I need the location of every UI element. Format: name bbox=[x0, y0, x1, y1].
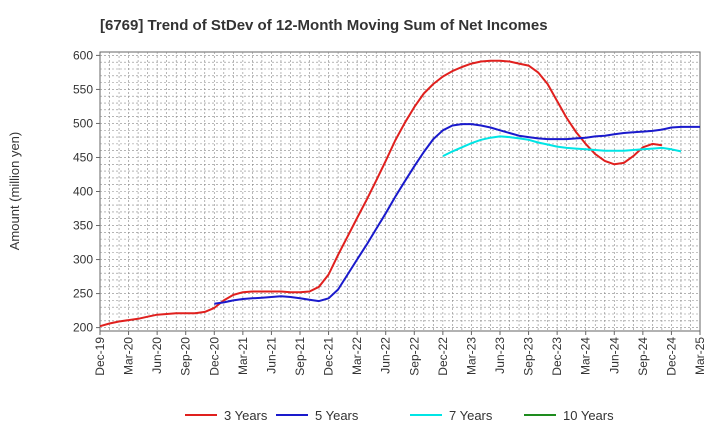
legend-label: 7 Years bbox=[449, 408, 493, 423]
y-tick-label: 400 bbox=[73, 185, 93, 199]
legend-label: 10 Years bbox=[563, 408, 614, 423]
x-axis-ticks: Dec-19 Mar-20 Jun-20 Sep-20 Dec-20 Mar-21 Jun-… bbox=[93, 331, 707, 376]
y-tick-label: 500 bbox=[73, 116, 93, 130]
series-line bbox=[214, 123, 700, 305]
legend-label: 5 Years bbox=[315, 408, 359, 423]
series-line bbox=[442, 135, 682, 157]
x-tick-label: Dec-19 bbox=[93, 337, 107, 376]
x-tick-label: Jun-20 bbox=[150, 337, 164, 374]
y-axis-ticks: 200 250 300 350 400 450 500 550 600 bbox=[73, 48, 100, 335]
y-tick-label: 550 bbox=[73, 82, 93, 96]
y-tick-label: 600 bbox=[73, 48, 93, 62]
series-lines bbox=[99, 59, 700, 328]
x-tick-label: Sep-24 bbox=[636, 337, 650, 376]
x-tick-label: Jun-21 bbox=[264, 337, 278, 374]
x-tick-label: Dec-21 bbox=[322, 337, 336, 376]
x-tick-label: Mar-20 bbox=[122, 337, 136, 375]
grid bbox=[100, 52, 700, 331]
y-tick-label: 250 bbox=[73, 287, 93, 301]
chart-title: [6769] Trend of StDev of 12-Month Moving… bbox=[100, 17, 548, 34]
x-tick-label: Mar-22 bbox=[350, 337, 364, 375]
x-tick-label: Sep-23 bbox=[522, 337, 536, 376]
y-tick-label: 350 bbox=[73, 219, 93, 233]
y-tick-label: 200 bbox=[73, 321, 93, 335]
x-tick-label: Sep-20 bbox=[179, 337, 193, 376]
x-tick-label: Mar-21 bbox=[236, 337, 250, 375]
x-tick-label: Dec-22 bbox=[436, 337, 450, 376]
x-tick-label: Dec-23 bbox=[550, 337, 564, 376]
x-tick-label: Sep-22 bbox=[407, 337, 421, 376]
x-tick-label: Jun-23 bbox=[493, 337, 507, 374]
y-tick-label: 450 bbox=[73, 150, 93, 164]
y-tick-label: 300 bbox=[73, 253, 93, 267]
x-tick-label: Mar-23 bbox=[464, 337, 478, 375]
x-tick-label: Mar-25 bbox=[693, 337, 707, 375]
x-tick-label: Jun-22 bbox=[379, 337, 393, 374]
legend-label: 3 Years bbox=[224, 408, 268, 423]
x-tick-label: Sep-21 bbox=[293, 337, 307, 376]
x-tick-label: Mar-24 bbox=[579, 337, 593, 375]
x-tick-label: Dec-24 bbox=[664, 337, 678, 376]
y-axis-label: Amount (million yen) bbox=[7, 132, 22, 251]
x-tick-label: Jun-24 bbox=[607, 337, 621, 374]
x-tick-label: Dec-20 bbox=[207, 337, 221, 376]
series-line bbox=[99, 59, 663, 328]
legend: 3 Years 5 Years 7 Years 10 Years bbox=[185, 408, 614, 423]
